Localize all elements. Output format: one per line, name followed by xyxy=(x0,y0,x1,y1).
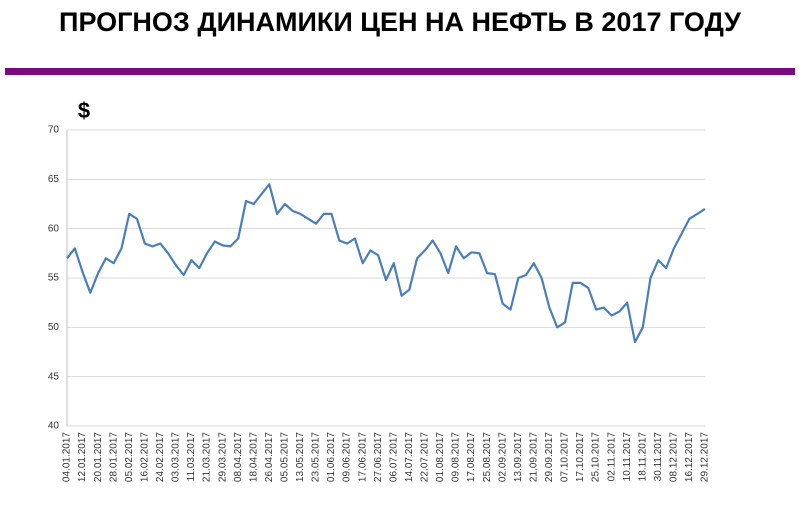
x-tick-label: 24.02.2017 xyxy=(155,432,166,482)
x-tick-label: 21.03.2017 xyxy=(202,432,213,482)
x-tick-label: 17.08.2017 xyxy=(466,432,477,482)
x-tick-label: 02.11.2017 xyxy=(606,432,617,482)
x-tick-label: 16.12.2017 xyxy=(684,432,695,482)
x-tick-label: 08.04.2017 xyxy=(233,432,244,482)
x-tick-label: 29.12.2017 xyxy=(700,432,711,482)
x-tick-label: 18.04.2017 xyxy=(248,432,259,482)
x-tick-label: 16.02.2017 xyxy=(139,432,150,482)
x-tick-label: 08.12.2017 xyxy=(669,432,680,482)
x-tick-label: 17.10.2017 xyxy=(575,432,586,482)
x-tick-label: 30.11.2017 xyxy=(653,432,664,482)
price-line xyxy=(66,183,706,344)
x-tick-label: 03.03.2017 xyxy=(171,432,182,482)
x-tick-label: 13.09.2017 xyxy=(513,432,524,482)
x-tick-label: 07.10.2017 xyxy=(560,432,571,482)
x-tick-label: 21.09.2017 xyxy=(528,432,539,482)
y-tick-label: 65 xyxy=(48,174,60,185)
chart-title: ПРОГНОЗ ДИНАМИКИ ЦЕН НА НЕФТЬ В 2017 ГОД… xyxy=(59,7,742,37)
x-tick-label: 20.01.2017 xyxy=(93,432,104,482)
x-tick-label: 06.07.2017 xyxy=(388,432,399,482)
x-tick-label: 05.02.2017 xyxy=(124,432,135,482)
x-tick-label: 28.01.2017 xyxy=(108,432,119,482)
x-tick-label: 26.04.2017 xyxy=(264,432,275,482)
x-tick-label: 25.10.2017 xyxy=(591,432,602,482)
y-tick-label: 60 xyxy=(48,223,60,234)
y-tick-label: 50 xyxy=(48,322,60,333)
x-tick-label: 13.05.2017 xyxy=(295,432,306,482)
x-tick-label: 04.01.2017 xyxy=(62,432,73,482)
x-tick-label: 22.07.2017 xyxy=(420,432,431,482)
x-tick-label: 12.01.2017 xyxy=(77,432,88,482)
x-tick-label: 10.11.2017 xyxy=(622,432,633,482)
x-tick-label: 29.03.2017 xyxy=(217,432,228,482)
title-underline xyxy=(5,68,795,75)
x-tick-label: 09.08.2017 xyxy=(451,432,462,482)
x-tick-label: 05.05.2017 xyxy=(279,432,290,482)
y-axis-label: $ xyxy=(78,98,90,123)
x-tick-label: 18.11.2017 xyxy=(637,432,648,482)
x-tick-label: 01.08.2017 xyxy=(435,432,446,482)
x-tick-label: 25.08.2017 xyxy=(482,432,493,482)
x-tick-label: 14.07.2017 xyxy=(404,432,415,482)
x-tick-label: 09.06.2017 xyxy=(342,432,353,482)
y-tick-label: 70 xyxy=(48,125,60,136)
x-tick-label: 23.05.2017 xyxy=(311,432,322,482)
x-tick-label: 17.06.2017 xyxy=(357,432,368,482)
x-tick-label: 27.06.2017 xyxy=(373,432,384,482)
x-tick-label: 02.09.2017 xyxy=(497,432,508,482)
x-tick-label: 29.09.2017 xyxy=(544,432,555,482)
y-tick-label: 45 xyxy=(48,371,60,382)
y-tick-label: 40 xyxy=(48,421,60,432)
y-tick-label: 55 xyxy=(48,273,60,284)
x-tick-label: 01.06.2017 xyxy=(326,432,337,482)
x-tick-label: 11.03.2017 xyxy=(186,432,197,482)
